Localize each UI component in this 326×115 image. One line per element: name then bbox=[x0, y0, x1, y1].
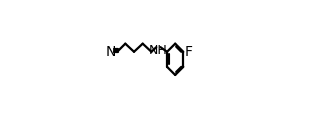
Text: N: N bbox=[105, 44, 115, 58]
Text: F: F bbox=[185, 45, 193, 59]
Text: NH: NH bbox=[149, 43, 168, 56]
